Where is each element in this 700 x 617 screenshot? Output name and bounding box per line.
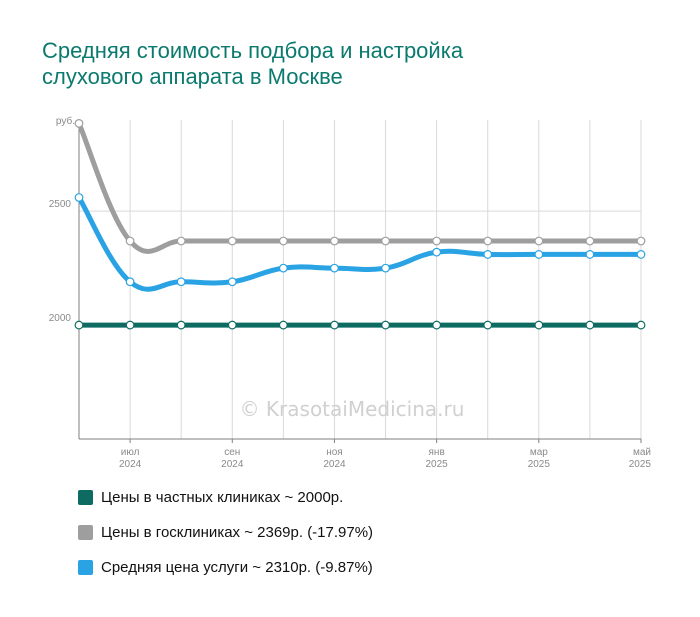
legend-item-state: Цены в госклиниках ~ 2369р. (-17.97%)	[78, 523, 373, 541]
data-point-state	[125, 236, 135, 246]
chart-title: Средняя стоимость подбора и настройка сл…	[42, 38, 642, 90]
data-point-private	[227, 320, 237, 330]
y-tick-label: 2500	[49, 199, 72, 210]
x-tick-label-year: 2024	[221, 459, 244, 470]
y-axis-unit-label: руб.	[56, 115, 75, 127]
x-tick-label-year: 2025	[528, 459, 551, 470]
data-point-state	[483, 236, 493, 246]
x-tick-label-month: мар	[530, 447, 548, 458]
data-point-private	[483, 320, 493, 330]
x-tick-label-year: 2025	[426, 459, 449, 470]
legend-swatch-private	[78, 489, 93, 505]
data-point-average	[432, 247, 442, 257]
data-point-average	[278, 263, 288, 273]
legend-swatch-state	[78, 524, 93, 540]
y-tick-label: 2000	[49, 313, 72, 324]
chart-title-line-1: Средняя стоимость подбора и настройка	[42, 38, 464, 63]
legend-label-average: Средняя цена услуги ~ 2310р. (-9.87%)	[101, 558, 373, 576]
data-point-private	[125, 320, 135, 330]
data-point-state	[636, 236, 646, 246]
series	[74, 119, 646, 330]
data-point-state	[227, 236, 237, 246]
x-tick-label-year: 2024	[119, 459, 142, 470]
data-point-average	[483, 250, 493, 259]
series-line-state	[76, 120, 644, 254]
legend-label-state: Цены в госклиниках ~ 2369р. (-17.97%)	[101, 523, 374, 541]
x-tick-label-year: 2024	[323, 459, 346, 470]
data-point-state	[585, 236, 595, 246]
data-point-private	[74, 320, 84, 330]
x-tick-label-month: ноя	[326, 447, 343, 458]
x-tick-label-year: 2025	[629, 459, 652, 470]
axes: руб.20002500июл2024сен2024ноя2024янв2025…	[49, 115, 652, 470]
data-point-average	[227, 277, 237, 287]
data-point-average	[534, 250, 544, 259]
legend-item-private: Цены в частных клиниках ~ 2000р.	[78, 488, 373, 506]
line-chart: © KrasotaiMedicina.ru руб.20002500июл202…	[49, 115, 652, 470]
legend-label-private: Цены в частных клиниках ~ 2000р.	[101, 488, 344, 506]
chart-title-line-2: слухового аппарата в Москве	[42, 64, 343, 89]
x-tick-label-month: май	[633, 447, 651, 458]
x-tick-label-month: сен	[224, 447, 240, 458]
data-point-average	[74, 193, 84, 202]
data-point-average	[381, 263, 390, 273]
legend-swatch-average	[78, 559, 93, 575]
data-point-state	[176, 236, 186, 246]
data-point-state	[534, 236, 544, 246]
data-point-private	[636, 320, 646, 330]
grid	[79, 120, 642, 439]
data-point-average	[125, 277, 135, 287]
legend: Цены в частных клиниках ~ 2000р. Цены в …	[78, 488, 373, 593]
data-point-private	[585, 320, 595, 330]
legend-item-average: Средняя цена услуги ~ 2310р. (-9.87%)	[78, 558, 373, 576]
data-point-private	[534, 320, 544, 330]
watermark: © KrasotaiMedicina.ru	[240, 397, 465, 421]
data-point-average	[176, 277, 186, 287]
data-point-state	[330, 236, 339, 246]
x-tick-label-month: июл	[121, 447, 140, 458]
data-point-average	[636, 250, 646, 259]
data-point-average	[330, 263, 339, 273]
data-point-state	[432, 236, 442, 246]
data-point-private	[278, 320, 288, 330]
data-point-private	[330, 320, 339, 330]
data-point-state	[278, 236, 288, 246]
x-tick-label-month: янв	[429, 447, 445, 458]
data-point-state	[74, 119, 84, 128]
data-point-average	[585, 250, 595, 259]
data-point-state	[381, 236, 390, 246]
data-point-private	[176, 320, 186, 330]
data-point-private	[381, 320, 390, 330]
data-point-private	[432, 320, 442, 330]
